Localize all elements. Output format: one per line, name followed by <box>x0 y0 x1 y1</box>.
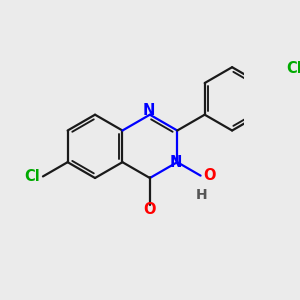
Text: N: N <box>142 103 155 118</box>
Text: O: O <box>203 168 215 183</box>
Text: N: N <box>170 155 182 170</box>
Text: Cl: Cl <box>24 169 40 184</box>
Text: H: H <box>196 188 208 202</box>
Text: Cl: Cl <box>286 61 300 76</box>
Text: O: O <box>144 202 156 217</box>
